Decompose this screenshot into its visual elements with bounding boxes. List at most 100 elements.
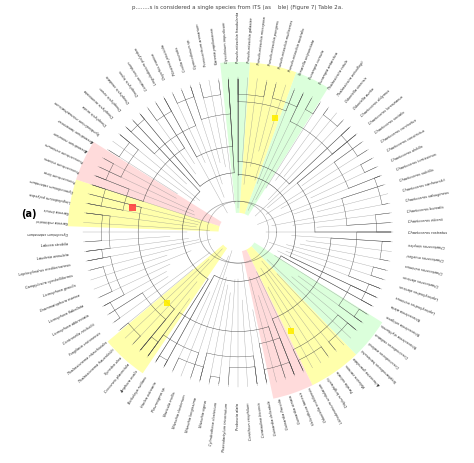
Text: Dinophysis caudata: Dinophysis caudata xyxy=(106,74,131,103)
Text: Ceratium horridum: Ceratium horridum xyxy=(127,60,148,90)
Text: Odontella mobiliensis: Odontella mobiliensis xyxy=(309,386,328,421)
Text: Odontella sinensis: Odontella sinensis xyxy=(345,75,369,103)
Text: Gyrodinium catenatum: Gyrodinium catenatum xyxy=(27,231,68,235)
Text: Alexandrium tamarense: Alexandrium tamarense xyxy=(57,117,95,144)
Text: Eucampia antarctica: Eucampia antarctica xyxy=(318,51,339,85)
Text: Berkeleya rutilans: Berkeleya rutilans xyxy=(128,375,148,404)
Text: Chaetoceros tortissimus: Chaetoceros tortissimus xyxy=(395,153,437,172)
Text: Pseudo-nitzschia australis: Pseudo-nitzschia australis xyxy=(289,27,307,72)
Wedge shape xyxy=(239,63,296,214)
Text: Laboea strobila: Laboea strobila xyxy=(41,241,68,247)
Text: Striatella unipunctata: Striatella unipunctata xyxy=(299,39,317,75)
Text: Navicula mollis: Navicula mollis xyxy=(164,390,177,416)
Text: Prorocentrum arenarium: Prorocentrum arenarium xyxy=(196,23,208,66)
Text: Chaetoceros rostratus: Chaetoceros rostratus xyxy=(408,231,447,235)
Text: Cylindrotheca closterium: Cylindrotheca closterium xyxy=(209,401,219,445)
Wedge shape xyxy=(220,63,250,213)
Text: Thalassiosira weissflogii: Thalassiosira weissflogii xyxy=(337,60,365,96)
Text: Eucampia cornuta: Eucampia cornuta xyxy=(309,50,326,80)
Wedge shape xyxy=(245,73,328,216)
Text: Pseudo-nitzschia fraudulenta: Pseudo-nitzschia fraudulenta xyxy=(236,12,240,63)
Text: Chaetoceros lorenzianus: Chaetoceros lorenzianus xyxy=(368,95,404,126)
Text: Karenia brevis: Karenia brevis xyxy=(44,206,69,213)
Text: Chaetoceros borealis: Chaetoceros borealis xyxy=(407,205,444,213)
Text: Coscinodiscus radiatus: Coscinodiscus radiatus xyxy=(374,331,410,358)
Text: Prorocentrum minimum: Prorocentrum minimum xyxy=(45,141,85,162)
Text: Prorocentrum micans: Prorocentrum micans xyxy=(44,155,81,172)
Text: Rhizosolenia styliformis: Rhizosolenia styliformis xyxy=(381,322,418,348)
Text: Gymnodinium catenatum: Gymnodinium catenatum xyxy=(29,177,73,192)
Text: Lingulodinium polyedra: Lingulodinium polyedra xyxy=(29,191,71,203)
Text: Chaetoceros debilis: Chaetoceros debilis xyxy=(391,144,424,162)
Text: Licmophora abbreviata: Licmophora abbreviata xyxy=(52,313,90,336)
Text: Alexandrium minutum: Alexandrium minutum xyxy=(53,130,90,153)
Text: Thalassionema nitzschioides: Thalassionema nitzschioides xyxy=(67,339,108,375)
Text: Chaetoceros muelleri: Chaetoceros muelleri xyxy=(407,252,444,261)
Text: Chaetoceros didymus: Chaetoceros didymus xyxy=(361,89,391,118)
Text: (a): (a) xyxy=(21,208,37,219)
Text: Synedra ulna: Synedra ulna xyxy=(104,355,123,375)
Text: Chaetoceros eibenii: Chaetoceros eibenii xyxy=(408,218,443,224)
Text: Guinardia striata: Guinardia striata xyxy=(289,394,301,423)
Text: Leptocylindrus mediterraneus: Leptocylindrus mediterraneus xyxy=(18,263,71,276)
Text: Coscinodiscus wailesii: Coscinodiscus wailesii xyxy=(368,339,401,367)
Text: Lauderia annulata: Lauderia annulata xyxy=(37,252,69,260)
Text: Pseudo-nitzschia multiseries: Pseudo-nitzschia multiseries xyxy=(278,19,295,69)
Text: Pleurosigma sp.: Pleurosigma sp. xyxy=(152,386,167,413)
Wedge shape xyxy=(76,143,221,227)
Text: Nitzschia sigma: Nitzschia sigma xyxy=(199,399,208,427)
Text: Symbiodinium microadriaticum: Symbiodinium microadriaticum xyxy=(55,99,101,134)
Bar xyxy=(272,116,278,122)
Text: Phaeodactylum tricornutum: Phaeodactylum tricornutum xyxy=(222,402,229,451)
Text: Thalassionema frauenfeldii: Thalassionema frauenfeldii xyxy=(78,348,115,383)
Wedge shape xyxy=(242,250,312,399)
Text: Gyrodinium impudicum: Gyrodinium impudicum xyxy=(223,22,229,63)
Text: Rhizosolenia setigera: Rhizosolenia setigera xyxy=(386,313,421,334)
Bar xyxy=(129,205,136,212)
Text: Helicotheca tamesis: Helicotheca tamesis xyxy=(299,390,316,424)
Text: Haslea ostrearia: Haslea ostrearia xyxy=(140,381,158,407)
Text: Karenia mikimotoi: Karenia mikimotoi xyxy=(36,218,68,224)
Text: Chaetoceros minimus: Chaetoceros minimus xyxy=(405,263,443,274)
Text: Thalassiosira rotula: Thalassiosira rotula xyxy=(328,59,349,90)
Text: Dinophysis acuta: Dinophysis acuta xyxy=(82,104,108,126)
Text: Rhizosolenia alata: Rhizosolenia alata xyxy=(391,303,422,320)
Text: Chaetoceros salsugineus: Chaetoceros salsugineus xyxy=(405,191,449,203)
Wedge shape xyxy=(68,180,219,232)
Text: Cerataulina bicornis: Cerataulina bicornis xyxy=(257,401,266,437)
Text: Coolia monotis: Coolia monotis xyxy=(175,46,187,72)
Text: Licmophora flabellata: Licmophora flabellata xyxy=(49,303,85,323)
Wedge shape xyxy=(251,243,382,355)
Text: Pseudo-nitzschia galaxiae: Pseudo-nitzschia galaxiae xyxy=(246,18,254,63)
Text: Leptocylindrus danicus: Leptocylindrus danicus xyxy=(399,283,439,300)
Text: Guinardia flaccida: Guinardia flaccida xyxy=(278,397,290,428)
Text: Corethron criophilum: Corethron criophilum xyxy=(246,402,253,440)
Text: Dinophysis ovum: Dinophysis ovum xyxy=(99,85,123,110)
Text: Chaetoceros simplex: Chaetoceros simplex xyxy=(408,241,445,248)
Text: Cocconeis placentula: Cocconeis placentula xyxy=(104,362,131,394)
Text: Chaetoceros socialis: Chaetoceros socialis xyxy=(374,110,406,134)
Wedge shape xyxy=(246,247,356,385)
Text: Stephanodiscus hantzschii: Stephanodiscus hantzschii xyxy=(361,348,398,382)
Text: Pfiesteria piscicida: Pfiesteria piscicida xyxy=(161,44,177,75)
Text: Karenia papilionacea: Karenia papilionacea xyxy=(210,28,219,64)
Text: Ditylum brightwellii: Ditylum brightwellii xyxy=(328,375,349,407)
Text: p........s is considered a single species from ITS (as    ble) (Figure 7) Table : p........s is considered a single specie… xyxy=(131,5,343,10)
Text: Melosira varians: Melosira varians xyxy=(345,362,366,387)
Text: Lingulodinium polyedra: Lingulodinium polyedra xyxy=(134,46,158,85)
Text: Odontella aurita: Odontella aurita xyxy=(353,87,375,110)
Text: Prorocentrum lima: Prorocentrum lima xyxy=(44,168,77,182)
Text: Dinophysis acuminata: Dinophysis acuminata xyxy=(84,88,115,118)
Text: Chaetoceros subtilis: Chaetoceros subtilis xyxy=(399,167,435,182)
Text: Nitzschia closterium: Nitzschia closterium xyxy=(173,394,187,429)
Text: Fragilaria crotonensis: Fragilaria crotonensis xyxy=(68,331,101,357)
Text: Chaetoceros vanheurckii: Chaetoceros vanheurckii xyxy=(402,178,446,192)
Text: Oxyrrhis marina: Oxyrrhis marina xyxy=(152,52,167,80)
Text: Grammatophora marina: Grammatophora marina xyxy=(39,294,81,313)
Wedge shape xyxy=(108,245,227,374)
Text: Amphora ovalis: Amphora ovalis xyxy=(120,369,139,394)
Text: Dinophysis tripos: Dinophysis tripos xyxy=(118,69,139,96)
Text: Pseudo-nitzschia pungens: Pseudo-nitzschia pungens xyxy=(268,20,281,66)
Text: Chaetoceros curvisetus: Chaetoceros curvisetus xyxy=(381,118,418,144)
Text: Proboscia alata: Proboscia alata xyxy=(236,402,240,429)
